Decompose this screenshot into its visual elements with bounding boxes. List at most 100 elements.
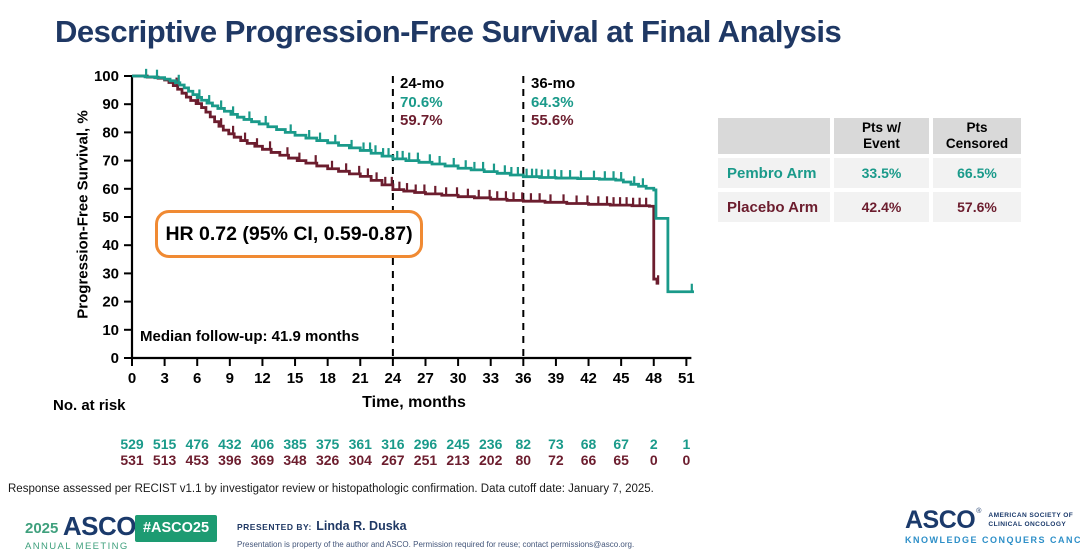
y-tick-label: 30 — [102, 265, 119, 282]
x-tick-label: 27 — [417, 370, 434, 387]
at-risk-label: No. at risk — [53, 397, 126, 414]
table-row-placebo-label: Placebo Arm — [718, 192, 830, 222]
timepoint-36mo-pembro-value: 64.3% — [531, 93, 574, 111]
table-row-pembro-event: 33.5% — [834, 158, 929, 188]
at-risk-placebo-value: 202 — [479, 452, 503, 468]
y-tick-label: 0 — [111, 350, 119, 367]
hashtag-badge: #ASCO25 — [135, 515, 217, 542]
table-header-pts-event-line1: Pts w/ — [861, 120, 901, 136]
at-risk-pembro-value: 1 — [682, 436, 690, 452]
at-risk-pembro-value: 296 — [414, 436, 438, 452]
at-risk-placebo-value: 213 — [446, 452, 470, 468]
at-risk-placebo-value: 396 — [218, 452, 242, 468]
y-tick-label: 100 — [94, 68, 119, 85]
y-tick-label: 90 — [102, 96, 119, 113]
km-curve-placebo-arm — [132, 74, 660, 285]
y-tick-label: 60 — [102, 181, 119, 198]
x-tick-label: 24 — [385, 370, 402, 387]
at-risk-pembro-value: 529 — [120, 436, 144, 452]
at-risk-pembro-value: 406 — [251, 436, 275, 452]
table-header-pts-event: Pts w/ Event — [834, 118, 929, 154]
timepoint-24mo-placebo-value: 59.7% — [400, 112, 443, 129]
at-risk-pembro-value: 361 — [349, 436, 373, 452]
x-tick-label: 15 — [287, 370, 304, 387]
meeting-org: ASCO — [62, 511, 137, 541]
timepoint-24mo-label: 24-mo — [400, 75, 445, 92]
table-header-pts-event-line2: Event — [863, 136, 900, 151]
median-followup-label: Median follow-up: 41.9 months — [140, 328, 360, 345]
at-risk-placebo-value: 348 — [283, 452, 307, 468]
x-tick-label: 21 — [352, 370, 369, 387]
footnote: Response assessed per RECIST v1.1 by inv… — [8, 483, 654, 495]
timepoint-24mo-pembro-value: 70.6% — [400, 93, 443, 111]
asco-tagline: KNOWLEDGE CONQUERS CANCER — [905, 535, 1080, 545]
y-tick-label: 80 — [102, 124, 119, 141]
x-tick-label: 51 — [678, 370, 695, 387]
y-tick-label: 10 — [102, 322, 119, 339]
x-tick-label: 9 — [226, 370, 234, 387]
at-risk-placebo-value: 72 — [548, 452, 564, 468]
x-tick-label: 45 — [613, 370, 630, 387]
at-risk-placebo-value: 326 — [316, 452, 340, 468]
timepoint-24mo-annotation: 24-mo 70.6% 59.7% — [400, 75, 444, 131]
at-risk-pembro-value: 236 — [479, 436, 503, 452]
y-tick-label: 70 — [102, 153, 119, 170]
table-row-placebo-censored: 57.6% — [933, 192, 1021, 222]
x-tick-label: 0 — [128, 370, 136, 387]
at-risk-pembro-value: 245 — [446, 436, 470, 452]
at-risk-pembro-value: 73 — [548, 436, 564, 452]
at-risk-pembro-value: 2 — [650, 436, 658, 452]
table-header-pts-censored-line1: Pts — [966, 120, 988, 136]
table-header-empty — [718, 118, 830, 154]
at-risk-placebo-value: 66 — [581, 452, 597, 468]
km-curve-pembro-arm — [132, 74, 694, 294]
asco-registered-mark: ® — [976, 508, 982, 515]
hazard-ratio-box: HR 0.72 (95% CI, 0.59-0.87) — [155, 210, 423, 258]
at-risk-pembro-value: 476 — [186, 436, 210, 452]
event-summary-table: Pts w/ Event Pts Censored Pembro Arm 33.… — [718, 118, 1021, 222]
asco-meeting-logo: 2025 ASCO® ANNUAL MEETING — [25, 509, 142, 552]
at-risk-placebo-value: 80 — [516, 452, 532, 468]
timepoint-36mo-placebo-value: 55.6% — [531, 112, 574, 129]
at-risk-placebo-value: 0 — [682, 452, 690, 468]
meeting-year: 2025 — [25, 520, 59, 537]
y-tick-label: 20 — [102, 294, 119, 311]
x-tick-label: 36 — [515, 370, 532, 387]
x-tick-label: 48 — [645, 370, 662, 387]
permission-text: Presentation is property of the author a… — [237, 540, 635, 549]
table-row-placebo-event: 42.4% — [834, 192, 929, 222]
at-risk-placebo-value: 65 — [613, 452, 629, 468]
page-title: Descriptive Progression-Free Survival at… — [55, 14, 842, 49]
x-tick-label: 18 — [319, 370, 336, 387]
table-header-pts-censored-line2: Censored — [945, 136, 1009, 151]
y-tick-label: 40 — [102, 237, 119, 254]
at-risk-placebo-value: 0 — [650, 452, 658, 468]
meeting-name: ANNUAL MEETING — [25, 541, 129, 552]
timepoint-36mo-label: 36-mo — [531, 75, 576, 92]
at-risk-placebo-value: 267 — [381, 452, 405, 468]
timepoint-36mo-annotation: 36-mo 64.3% 55.6% — [531, 75, 575, 131]
asco-logo-text: ASCO — [905, 506, 976, 534]
asco-logo: ASCO ® AMERICAN SOCIETY OF CLINICAL ONCO… — [905, 506, 1080, 546]
at-risk-pembro-value: 68 — [581, 436, 597, 452]
x-tick-label: 33 — [482, 370, 499, 387]
x-tick-label: 3 — [160, 370, 168, 387]
x-tick-label: 6 — [193, 370, 201, 387]
table-row-pembro-label: Pembro Arm — [718, 158, 830, 188]
at-risk-placebo-value: 513 — [153, 452, 177, 468]
x-axis-title: Time, months — [362, 394, 466, 411]
presented-by-label: PRESENTED BY: — [237, 522, 312, 532]
asco-society-line1: AMERICAN SOCIETY OF — [988, 512, 1074, 519]
y-axis-title: Progression-Free Survival, % — [74, 110, 92, 319]
km-chart-container: 0 10 20 30 40 50 60 70 80 90 100 0 3 6 9 12 15 18 21 24 27 30… — [20, 60, 725, 490]
at-risk-placebo-value: 453 — [186, 452, 210, 468]
at-risk-placebo-value: 369 — [251, 452, 275, 468]
y-tick-label: 50 — [102, 209, 119, 226]
asco-society-line2: CLINICAL ONCOLOGY — [988, 520, 1067, 528]
at-risk-pembro-value: 316 — [381, 436, 405, 452]
at-risk-pembro-value: 375 — [316, 436, 340, 452]
at-risk-pembro-value: 67 — [613, 436, 629, 452]
at-risk-pembro-value: 82 — [516, 436, 532, 452]
x-tick-label: 42 — [580, 370, 597, 387]
